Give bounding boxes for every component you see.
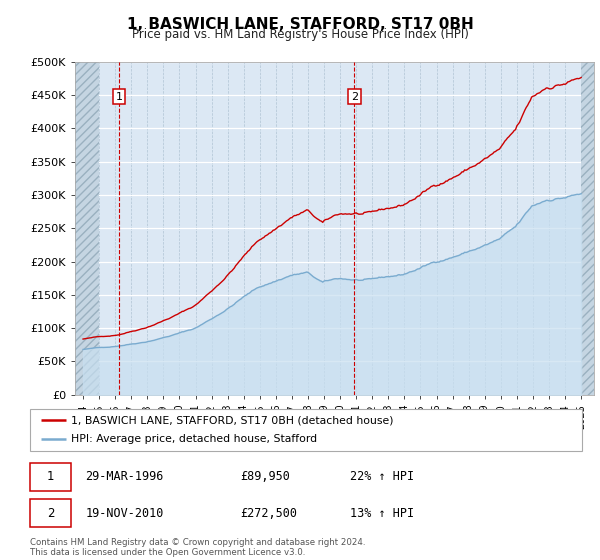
- Text: 1, BASWICH LANE, STAFFORD, ST17 0BH (detached house): 1, BASWICH LANE, STAFFORD, ST17 0BH (det…: [71, 415, 394, 425]
- Text: £89,950: £89,950: [240, 470, 290, 483]
- Text: HPI: Average price, detached house, Stafford: HPI: Average price, detached house, Staf…: [71, 435, 317, 445]
- Text: 2: 2: [47, 507, 54, 520]
- Text: 2: 2: [351, 92, 358, 101]
- Text: Contains HM Land Registry data © Crown copyright and database right 2024.
This d: Contains HM Land Registry data © Crown c…: [30, 538, 365, 557]
- Text: 1: 1: [116, 92, 122, 101]
- FancyBboxPatch shape: [30, 409, 582, 451]
- Bar: [581, 62, 594, 395]
- Text: 1: 1: [47, 470, 54, 483]
- Text: 22% ↑ HPI: 22% ↑ HPI: [350, 470, 414, 483]
- Bar: [75, 62, 99, 395]
- Text: 29-MAR-1996: 29-MAR-1996: [85, 470, 164, 483]
- FancyBboxPatch shape: [30, 500, 71, 527]
- Text: £272,500: £272,500: [240, 507, 297, 520]
- Text: 1, BASWICH LANE, STAFFORD, ST17 0BH: 1, BASWICH LANE, STAFFORD, ST17 0BH: [127, 17, 473, 32]
- Text: Price paid vs. HM Land Registry's House Price Index (HPI): Price paid vs. HM Land Registry's House …: [131, 28, 469, 41]
- FancyBboxPatch shape: [30, 463, 71, 491]
- Text: 19-NOV-2010: 19-NOV-2010: [85, 507, 164, 520]
- Text: 13% ↑ HPI: 13% ↑ HPI: [350, 507, 414, 520]
